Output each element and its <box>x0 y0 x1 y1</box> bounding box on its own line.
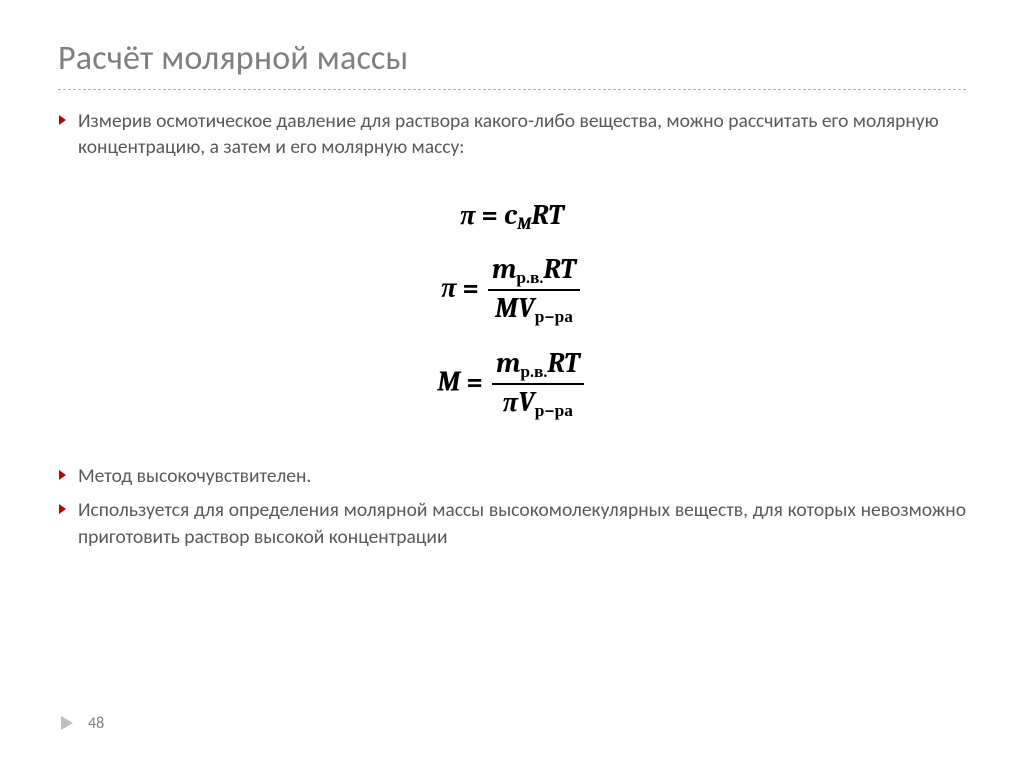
sym-pi: π <box>441 272 456 304</box>
page-title: Расчёт молярной массы <box>58 38 966 79</box>
fraction: mр.в.RTπVр−ра <box>492 347 584 421</box>
bullet-text: Используется для определения молярной ма… <box>78 497 966 550</box>
sym-eq: = <box>475 199 504 231</box>
arrow-icon <box>58 503 68 515</box>
formula-3: M=mр.в.RTπVр−ра <box>437 347 587 421</box>
footer: 48 <box>58 713 104 733</box>
sym-pi: π <box>460 199 475 231</box>
bullet-text: Метод высокочувствителен. <box>78 463 311 489</box>
sym-T: T <box>548 199 564 231</box>
bullet-item: Измерив осмотическое давление для раство… <box>58 108 966 161</box>
bullet-text: Измерив осмотическое давление для раство… <box>78 108 966 161</box>
sub-rra: р−ра <box>535 307 573 327</box>
formula-2: π=mр.в.RT MVр−ра <box>441 253 583 327</box>
sym-R: R <box>531 199 548 231</box>
bullet-item: Метод высокочувствителен. <box>58 463 966 489</box>
sub-rra: р−ра <box>535 401 573 421</box>
sym-m: m <box>492 253 516 285</box>
sub-rv: р.в. <box>520 362 547 382</box>
sym-eq: = <box>460 366 489 398</box>
footer-arrow-icon <box>58 713 78 733</box>
sym-T: T <box>560 253 576 285</box>
formula-block: π=cMRT π=mр.в.RTMVр−ра M=mр.в.RTπVр−ра <box>58 189 966 431</box>
arrow-icon <box>58 469 68 481</box>
sym-V: V <box>518 386 535 418</box>
fraction: mр.в.RT MVр−ра <box>488 253 580 327</box>
sym-R: R <box>547 347 564 379</box>
sym-c: c <box>504 199 517 231</box>
sym-R: R <box>543 253 560 285</box>
page-number: 48 <box>88 714 104 733</box>
sub-M: M <box>517 213 531 233</box>
sym-V: V <box>518 292 535 324</box>
sym-M: M <box>437 366 460 398</box>
sym-pi: π <box>503 386 518 418</box>
slide: Расчёт молярной массы Измерив осмотическ… <box>0 0 1024 767</box>
sym-m: m <box>496 347 520 379</box>
sym-M: M <box>495 292 518 324</box>
bullet-item: Используется для определения молярной ма… <box>58 497 966 550</box>
sym-T: T <box>564 347 580 379</box>
title-divider <box>58 89 966 90</box>
sym-eq: = <box>456 272 485 304</box>
arrow-icon <box>58 114 68 126</box>
formula-1: π=cMRT <box>460 199 564 234</box>
sub-rv: р.в. <box>516 268 543 288</box>
